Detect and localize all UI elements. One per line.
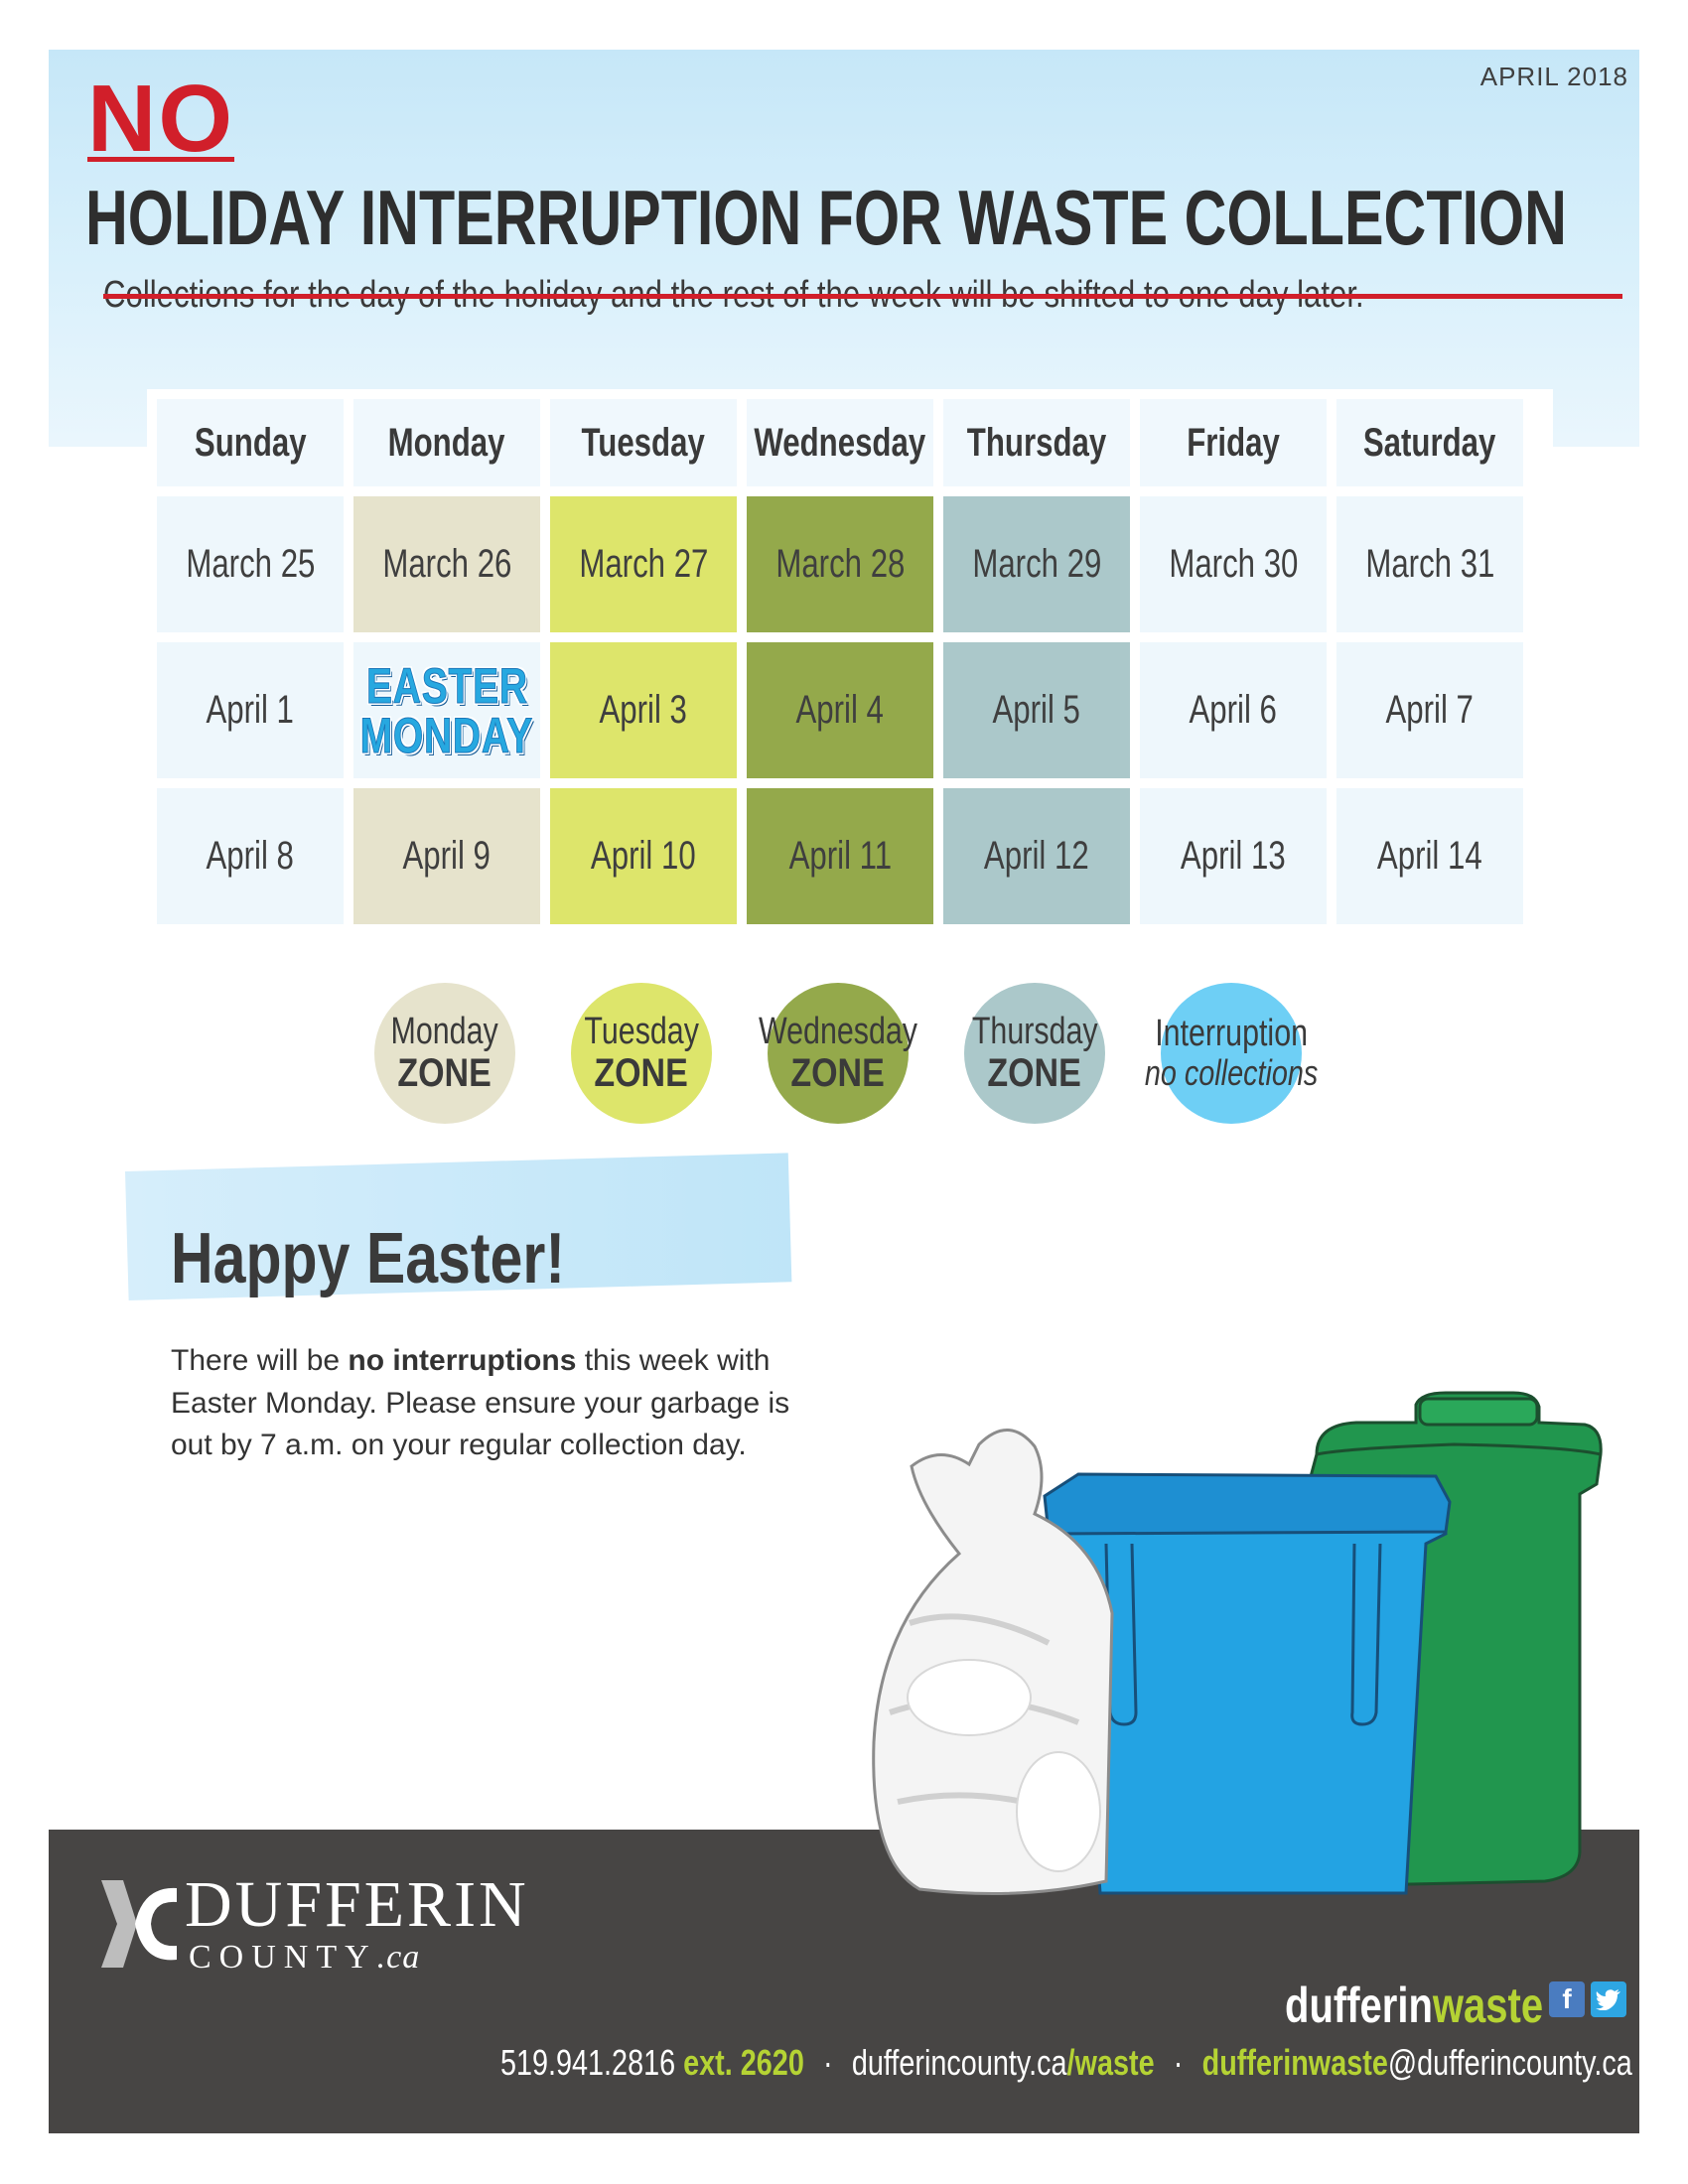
facebook-icon[interactable]: f	[1549, 1981, 1585, 2017]
email-link[interactable]: dufferinwaste@dufferincounty.ca	[1201, 2042, 1632, 2083]
logo-sub: COUNTY.ca	[189, 1939, 421, 1976]
phone-number[interactable]: 519.941.2816	[500, 2042, 676, 2083]
calendar-day: April 8	[157, 788, 344, 924]
easter-monday-badge: EASTER MONDAY	[353, 642, 540, 778]
easter-notice-text: There will be no interruptions this week…	[171, 1344, 790, 1462]
calendar-day: April 11	[747, 788, 933, 924]
calendar-day: April 13	[1140, 788, 1327, 924]
legend-tuesday-zone: Tuesday ZONE	[571, 983, 712, 1124]
calendar-day: March 28	[747, 496, 933, 632]
dufferin-logo-icon	[101, 1880, 177, 1968]
page-title: HOLIDAY INTERRUPTION FOR WASTE COLLECTIO…	[85, 174, 1567, 261]
calendar-day: March 30	[1140, 496, 1327, 632]
emphasis-text: no interruptions	[348, 1344, 577, 1377]
header-band	[49, 50, 1639, 447]
day-header-thursday: Thursday	[943, 399, 1130, 486]
calendar-day: March 27	[550, 496, 737, 632]
calendar-day: April 6	[1140, 642, 1327, 778]
logo-name: DUFFERIN	[185, 1868, 529, 1941]
issue-date: APRIL 2018	[1479, 62, 1628, 91]
holiday-label-line1: EASTER	[365, 657, 528, 714]
website-link[interactable]: dufferincounty.ca/waste	[852, 2042, 1155, 2083]
garbage-bag-icon	[872, 1429, 1114, 1895]
legend-wednesday-zone: Wednesday ZONE	[759, 983, 917, 1124]
calendar-day: April 14	[1336, 788, 1523, 924]
legend-monday-zone: Monday ZONE	[374, 983, 515, 1124]
day-header-tuesday: Tuesday	[550, 399, 737, 486]
calendar-day: April 4	[747, 642, 933, 778]
calendar-day: March 31	[1336, 496, 1523, 632]
twitter-icon[interactable]	[1591, 1981, 1626, 2017]
calendar-day: March 29	[943, 496, 1130, 632]
calendar-day: March 25	[157, 496, 344, 632]
calendar-day: April 12	[943, 788, 1130, 924]
no-word: NO	[87, 66, 234, 172]
collection-calendar: Sunday Monday Tuesday Wednesday Thursday…	[147, 389, 1553, 941]
day-header-friday: Friday	[1140, 399, 1327, 486]
subtitle-struck: Collections for the day of the holiday a…	[103, 274, 1622, 324]
easter-heading: Happy Easter!	[171, 1219, 566, 1298]
strike-through-line	[103, 294, 1622, 299]
calendar-day: April 7	[1336, 642, 1523, 778]
day-header-saturday: Saturday	[1336, 399, 1523, 486]
calendar-day: April 9	[353, 788, 540, 924]
blue-box-icon	[1043, 1472, 1452, 1895]
calendar-day: April 10	[550, 788, 737, 924]
legend-interruption: Interruption no collections	[1145, 983, 1318, 1124]
waste-bins-illustration	[872, 1391, 1603, 1895]
contact-line: 519.941.2816 ext. 2620 · dufferincounty.…	[500, 2042, 1632, 2083]
legend-thursday-zone: Thursday ZONE	[964, 983, 1105, 1124]
day-header-monday: Monday	[353, 399, 540, 486]
brand-name: dufferinwaste	[1284, 1978, 1543, 2033]
calendar-day: April 3	[550, 642, 737, 778]
day-header-sunday: Sunday	[157, 399, 344, 486]
calendar-day: April 1	[157, 642, 344, 778]
holiday-label-line2: MONDAY	[359, 707, 534, 763]
phone-extension: ext. 2620	[683, 2042, 805, 2083]
day-header-wednesday: Wednesday	[747, 399, 933, 486]
calendar-day: March 26	[353, 496, 540, 632]
calendar-day: April 5	[943, 642, 1130, 778]
